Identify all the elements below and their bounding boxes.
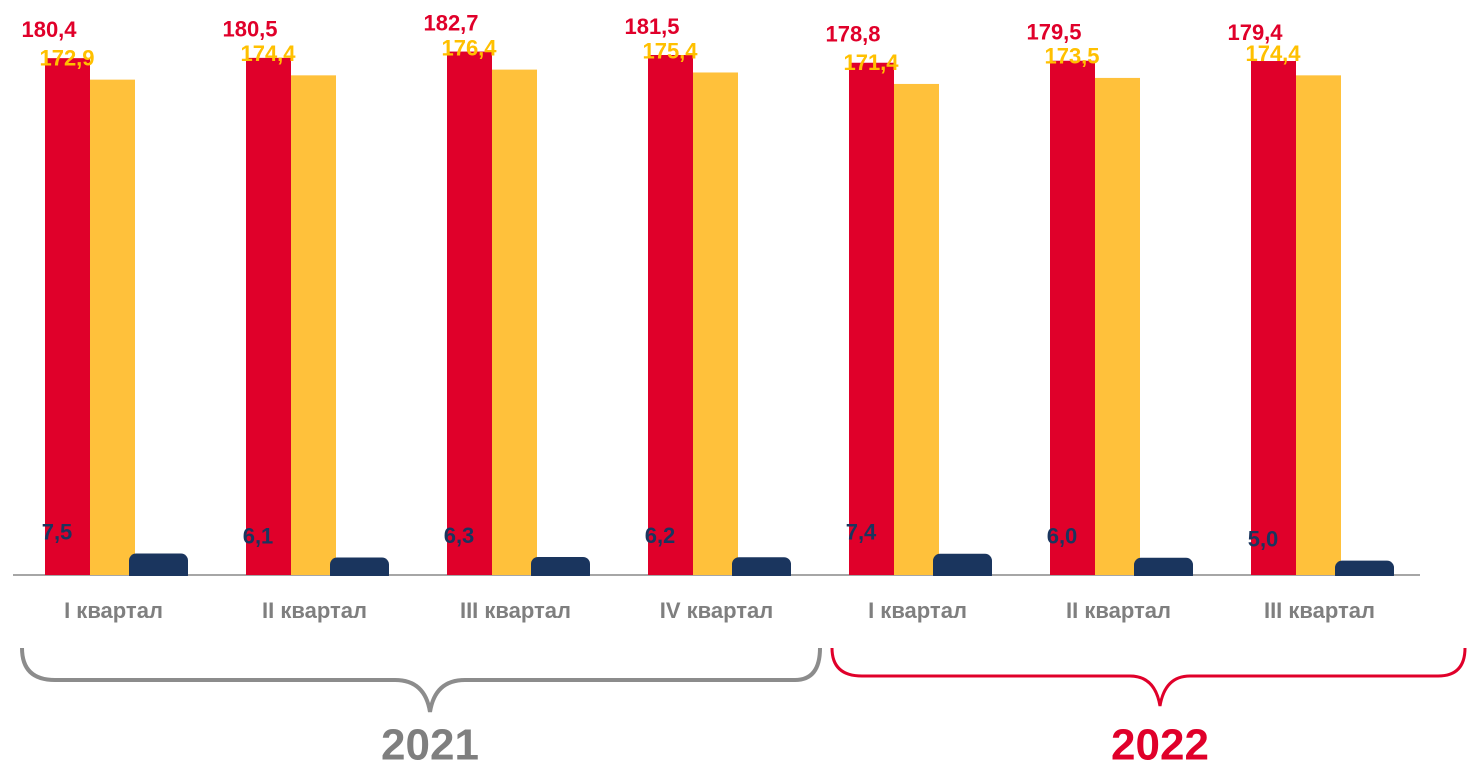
bar [1251, 61, 1296, 576]
value-label: 180,5 [222, 17, 277, 42]
value-label: 6,1 [243, 523, 274, 548]
brace-2022 [830, 647, 1467, 707]
value-label: 174,4 [240, 41, 296, 66]
brace-2021 [20, 647, 822, 713]
value-label: 5,0 [1248, 526, 1279, 551]
x-tick-label: IV квартал [660, 598, 774, 623]
bar [1296, 75, 1341, 576]
bar [933, 553, 992, 582]
bar [531, 556, 590, 582]
year-label: 2022 [1111, 721, 1209, 770]
value-label: 182,7 [423, 10, 478, 35]
value-label: 176,4 [441, 35, 497, 60]
bar-foot-mask [530, 576, 591, 584]
bar [849, 62, 894, 576]
value-label: 174,4 [1245, 41, 1301, 66]
bar [732, 557, 791, 582]
bar [693, 72, 738, 575]
bar [1095, 77, 1140, 576]
value-label: 175,4 [642, 38, 698, 63]
value-label: 6,3 [444, 523, 475, 548]
bar-foot-mask [932, 576, 993, 584]
bar-foot-mask [1334, 576, 1395, 584]
bar [492, 69, 537, 575]
bar-foot-mask [731, 576, 792, 584]
bar [447, 51, 492, 575]
bar [129, 553, 188, 582]
bar-foot-mask [329, 576, 390, 584]
value-label: 179,4 [1227, 20, 1283, 45]
x-tick-label: II квартал [1066, 598, 1171, 623]
value-label: 171,4 [843, 50, 899, 75]
value-label: 178,8 [825, 22, 880, 47]
value-label: 7,4 [846, 520, 877, 545]
value-label: 6,2 [645, 523, 676, 548]
bar [1050, 60, 1095, 576]
value-label: 179,5 [1026, 20, 1081, 45]
bar [648, 55, 693, 575]
value-label: 180,4 [21, 17, 77, 42]
bar [90, 79, 135, 575]
year-label: 2021 [381, 721, 479, 770]
value-label: 172,9 [39, 45, 94, 70]
value-label: 173,5 [1044, 44, 1099, 69]
bar [330, 557, 389, 582]
bar [291, 75, 336, 576]
bar [45, 58, 90, 576]
x-tick-label: III квартал [460, 598, 571, 623]
bar-foot-mask [128, 576, 189, 584]
x-tick-label: I квартал [868, 598, 967, 623]
bar-foot-mask [1133, 576, 1194, 584]
value-label: 6,0 [1047, 524, 1078, 549]
x-tick-label: II квартал [262, 598, 367, 623]
bar [246, 57, 291, 576]
value-label: 181,5 [624, 14, 679, 39]
x-tick-label: I квартал [64, 598, 163, 623]
bar [1134, 557, 1193, 582]
bar [894, 83, 939, 576]
x-tick-label: III квартал [1264, 598, 1375, 623]
value-label: 7,5 [42, 519, 73, 544]
